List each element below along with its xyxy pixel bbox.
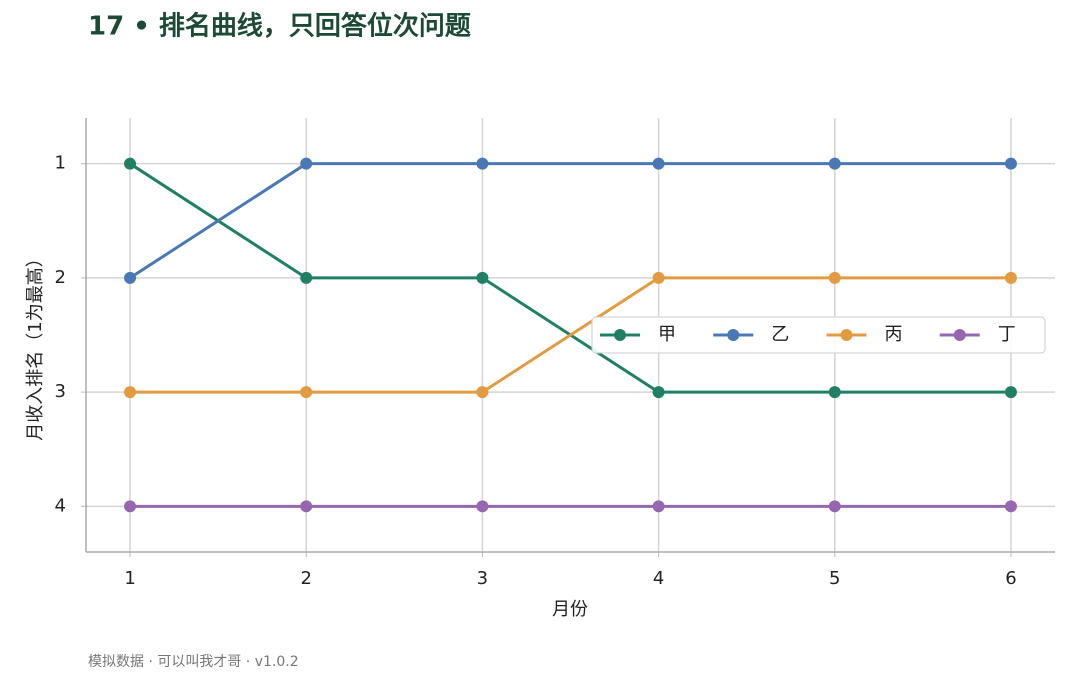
point <box>652 386 665 399</box>
point <box>300 386 313 399</box>
point <box>476 271 489 284</box>
legend-marker <box>614 329 626 341</box>
point <box>1004 271 1017 284</box>
legend-marker <box>953 329 966 341</box>
chart-title: 17 • 排名曲线，只回答位次问题 <box>88 11 471 42</box>
point <box>1004 500 1017 513</box>
y-axis-label: 月收入排名（1为最高） <box>25 249 46 440</box>
series-line <box>130 276 1011 394</box>
point <box>828 271 841 284</box>
point <box>124 157 137 170</box>
legend-marker <box>727 329 740 341</box>
x-tick-label: 2 <box>301 568 312 589</box>
point <box>652 157 665 170</box>
series-line <box>129 162 1011 280</box>
point <box>1004 386 1017 399</box>
point <box>300 271 313 284</box>
legend-marker <box>840 329 853 341</box>
point <box>652 271 665 284</box>
y-tick-label: 4 <box>55 495 66 516</box>
point <box>828 386 841 399</box>
legend-box <box>591 316 1046 354</box>
point <box>476 157 489 170</box>
point <box>124 500 137 513</box>
legend: 甲乙丙丁 <box>591 316 1046 354</box>
point <box>652 500 665 513</box>
legend-label: 丁 <box>998 324 1016 345</box>
x-tick-label: 4 <box>653 568 664 589</box>
point <box>124 386 137 399</box>
x-tick-label: 5 <box>829 568 840 589</box>
x-tick-label: 1 <box>124 568 135 589</box>
point <box>828 500 841 513</box>
point <box>124 271 137 284</box>
x-tick-label: 6 <box>1005 568 1016 589</box>
point <box>828 157 841 170</box>
legend-label: 丙 <box>885 324 903 345</box>
point <box>300 500 313 513</box>
point <box>476 500 489 513</box>
legend-label: 乙 <box>771 324 789 345</box>
y-tick-label: 3 <box>55 381 66 402</box>
point <box>476 386 489 399</box>
x-tick-label: 3 <box>477 568 488 589</box>
legend-label: 甲 <box>658 324 676 345</box>
footer: 模拟数据 · 可以叫我才哥 · v1.0.2 <box>88 654 299 670</box>
y-tick-label: 2 <box>55 267 66 288</box>
point <box>300 157 313 170</box>
point <box>1004 157 1017 170</box>
x-axis-label: 月份 <box>552 599 588 620</box>
y-tick-label: 1 <box>55 153 66 174</box>
